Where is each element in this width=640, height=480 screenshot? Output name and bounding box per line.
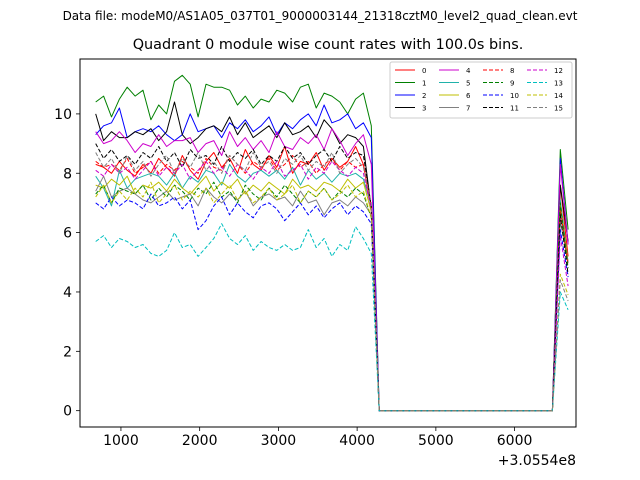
x-tick-label: 5000 [418, 433, 454, 449]
legend-label-6: 6 [466, 92, 471, 100]
legend-label-1: 1 [422, 80, 426, 88]
x-offset-label: +3.0554e8 [498, 453, 576, 469]
legend-label-4: 4 [466, 67, 471, 75]
y-tick-label: 2 [63, 344, 72, 360]
legend-label-3: 3 [422, 105, 426, 113]
legend-label-0: 0 [422, 67, 426, 75]
y-tick-label: 6 [63, 226, 72, 242]
axes-frame [79, 58, 577, 428]
x-tick-label: 4000 [339, 433, 375, 449]
series-line-15 [95, 152, 569, 412]
legend-label-14: 14 [554, 92, 563, 100]
chart-suptitle: Data file: modeM0/AS1A05_037T01_90000031… [63, 9, 578, 23]
ticks-layer: 1000 2000 3000 4000 5000 6000 0 2 4 6 8 10 [54, 107, 532, 449]
y-tick-label: 8 [63, 166, 72, 182]
legend-label-11: 11 [510, 105, 519, 113]
y-tick-label: 10 [54, 107, 72, 123]
legend-label-7: 7 [466, 105, 470, 113]
legend-label-10: 10 [510, 92, 519, 100]
chart-title: Quadrant 0 module wise count rates with … [133, 37, 524, 53]
x-tick-label: 6000 [497, 433, 533, 449]
legend-label-13: 13 [554, 80, 563, 88]
legend-label-15: 15 [554, 105, 563, 113]
legend-box [389, 61, 573, 119]
legend-label-8: 8 [510, 67, 514, 75]
x-tick-label: 2000 [182, 433, 218, 449]
legend-label-12: 12 [554, 67, 563, 75]
series-layer [95, 74, 569, 412]
legend-label-9: 9 [510, 80, 514, 88]
x-tick-label: 1000 [103, 433, 139, 449]
x-tick-label: 3000 [261, 433, 297, 449]
legend-label-5: 5 [466, 80, 470, 88]
legend-label-2: 2 [422, 92, 426, 100]
y-tick-label: 0 [63, 404, 72, 420]
y-tick-label: 4 [63, 285, 72, 301]
series-line-11 [95, 143, 569, 412]
